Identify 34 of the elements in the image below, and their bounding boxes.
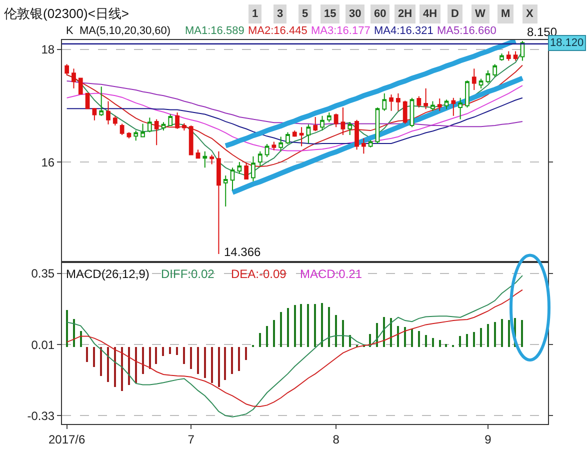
- annotation: 14.366: [224, 245, 262, 259]
- text: M: [501, 8, 510, 20]
- text: 18.120: [550, 37, 584, 49]
- text: X: [526, 8, 534, 20]
- text: 2H: [398, 8, 412, 20]
- text: 30: [349, 8, 362, 20]
- text: MA4:16.321: [374, 25, 434, 37]
- text: D: [451, 8, 459, 20]
- series-label: MACD:0.21: [300, 267, 362, 281]
- chart-subtitle: K MA(5,10,20,30,60): [66, 25, 171, 37]
- y-tick-label: 16: [41, 155, 55, 170]
- text: 3: [277, 8, 284, 20]
- text: W: [475, 8, 486, 20]
- x-tick-label: 7: [188, 432, 195, 446]
- text: 5: [302, 8, 308, 20]
- chart-subtitle: MACD(26,12,9): [66, 267, 150, 281]
- text: DIFF:0.02: [161, 267, 215, 281]
- x-tick-label: 9: [484, 432, 492, 446]
- y-tick-label: 0.35: [31, 266, 55, 281]
- x-tick-label: 2017/6: [48, 432, 86, 446]
- text: 4H: [423, 8, 438, 20]
- text: MA1:16.589: [185, 25, 244, 37]
- text: 1: [252, 8, 258, 20]
- text: MA3:16.177: [311, 25, 370, 37]
- text: MA5:16.660: [437, 25, 496, 37]
- text: 60: [374, 8, 386, 20]
- x-tick-label: 8: [332, 432, 340, 446]
- y-tick-label: 0.01: [31, 338, 55, 352]
- text: MA2:16.445: [248, 25, 308, 37]
- chart-title: 伦敦银(02300)<日线>: [4, 6, 129, 21]
- text: DEA:-0.09: [231, 267, 287, 281]
- y-tick-label: 18: [41, 42, 55, 57]
- y-tick-label: -0.33: [27, 408, 55, 423]
- text: 15: [324, 8, 336, 20]
